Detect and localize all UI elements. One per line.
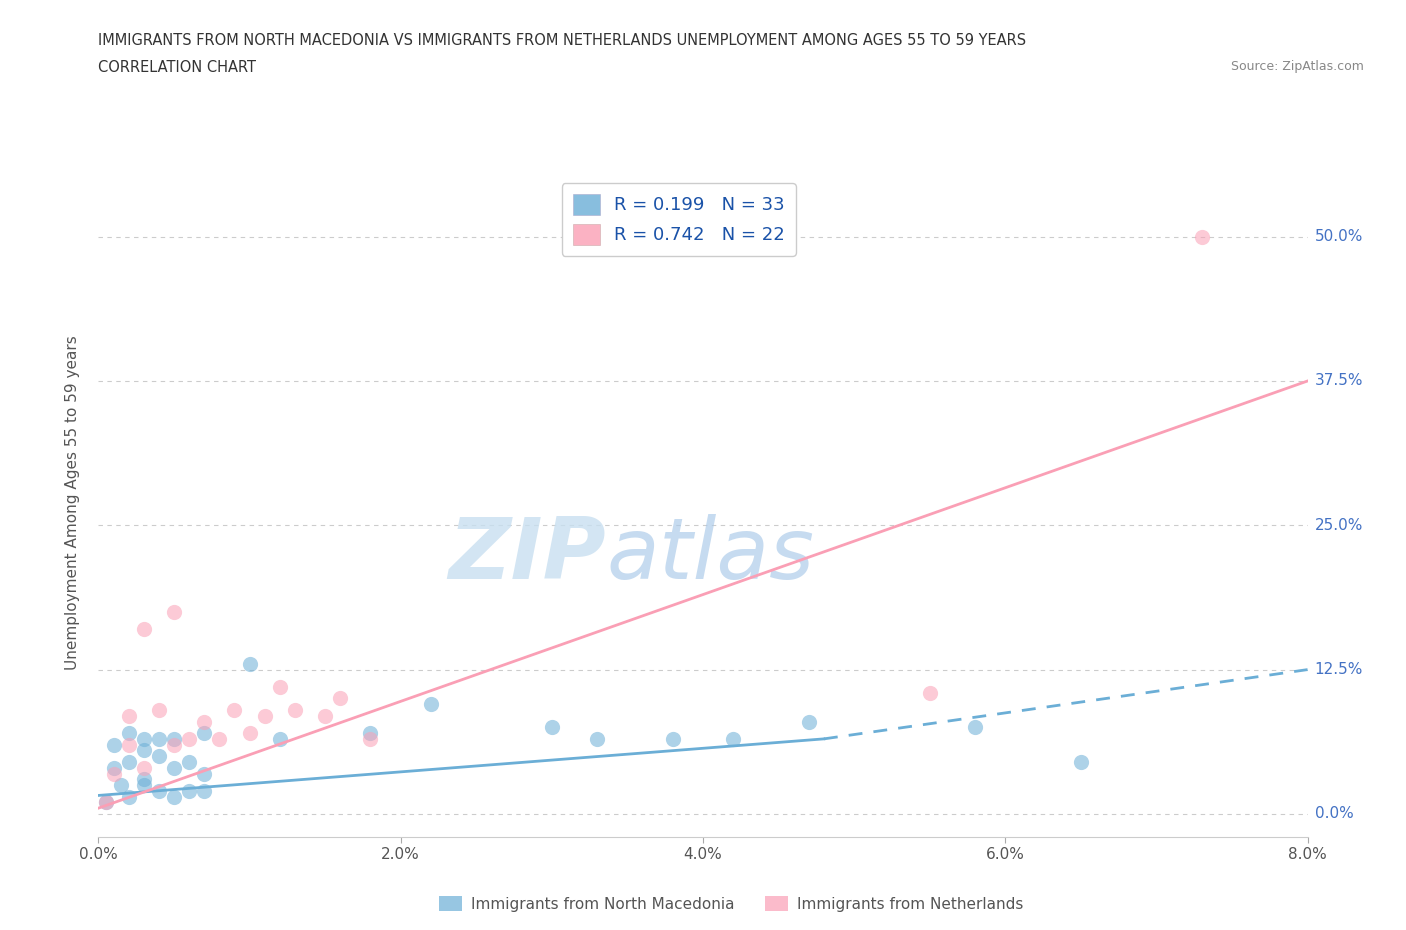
Point [314, 709, 336, 724]
Point [193, 714, 215, 729]
Point [723, 731, 745, 746]
Point [110, 777, 132, 792]
Point [329, 691, 352, 706]
Point [163, 790, 186, 804]
Point [359, 725, 381, 740]
Point [103, 761, 125, 776]
Point [118, 725, 141, 740]
Point [797, 714, 820, 729]
Point [193, 783, 215, 798]
Text: 50.0%: 50.0% [1315, 229, 1362, 245]
Point [179, 783, 201, 798]
Point [269, 731, 291, 746]
Point [193, 725, 215, 740]
Text: Source: ZipAtlas.com: Source: ZipAtlas.com [1230, 60, 1364, 73]
Point [269, 680, 291, 695]
Point [253, 709, 276, 724]
Text: 12.5%: 12.5% [1315, 662, 1362, 677]
Point [284, 702, 307, 717]
Point [118, 754, 141, 769]
Text: CORRELATION CHART: CORRELATION CHART [98, 60, 256, 75]
Text: 37.5%: 37.5% [1315, 374, 1362, 389]
Point [661, 731, 683, 746]
Point [239, 657, 262, 671]
Point [163, 737, 186, 752]
Point [94, 795, 117, 810]
Legend: R = 0.199   N = 33, R = 0.742   N = 22: R = 0.199 N = 33, R = 0.742 N = 22 [562, 183, 796, 256]
Point [163, 604, 186, 619]
Point [163, 731, 186, 746]
Point [918, 685, 941, 700]
Point [239, 725, 262, 740]
Point [224, 702, 246, 717]
Point [208, 731, 231, 746]
Point [1191, 229, 1213, 244]
Point [132, 731, 155, 746]
Point [148, 783, 170, 798]
Point [132, 772, 155, 787]
Point [148, 749, 170, 764]
Point [163, 761, 186, 776]
Point [94, 795, 117, 810]
Point [179, 754, 201, 769]
Point [148, 731, 170, 746]
Point [965, 720, 987, 735]
Point [148, 702, 170, 717]
Point [1070, 754, 1092, 769]
Text: 25.0%: 25.0% [1315, 518, 1362, 533]
Point [179, 731, 201, 746]
Point [118, 737, 141, 752]
Text: IMMIGRANTS FROM NORTH MACEDONIA VS IMMIGRANTS FROM NETHERLANDS UNEMPLOYMENT AMON: IMMIGRANTS FROM NORTH MACEDONIA VS IMMIG… [98, 33, 1026, 47]
Point [118, 790, 141, 804]
Y-axis label: Unemployment Among Ages 55 to 59 years: Unemployment Among Ages 55 to 59 years [65, 335, 80, 670]
Point [103, 766, 125, 781]
Point [359, 731, 381, 746]
Point [132, 761, 155, 776]
Text: atlas: atlas [606, 514, 814, 597]
Text: ZIP: ZIP [449, 514, 606, 597]
Point [118, 709, 141, 724]
Point [586, 731, 609, 746]
Point [103, 737, 125, 752]
Legend: Immigrants from North Macedonia, Immigrants from Netherlands: Immigrants from North Macedonia, Immigra… [433, 889, 1029, 918]
Text: 0.0%: 0.0% [1315, 806, 1354, 821]
Point [132, 622, 155, 637]
Point [132, 743, 155, 758]
Point [132, 777, 155, 792]
Point [419, 697, 441, 711]
Point [193, 766, 215, 781]
Point [540, 720, 562, 735]
